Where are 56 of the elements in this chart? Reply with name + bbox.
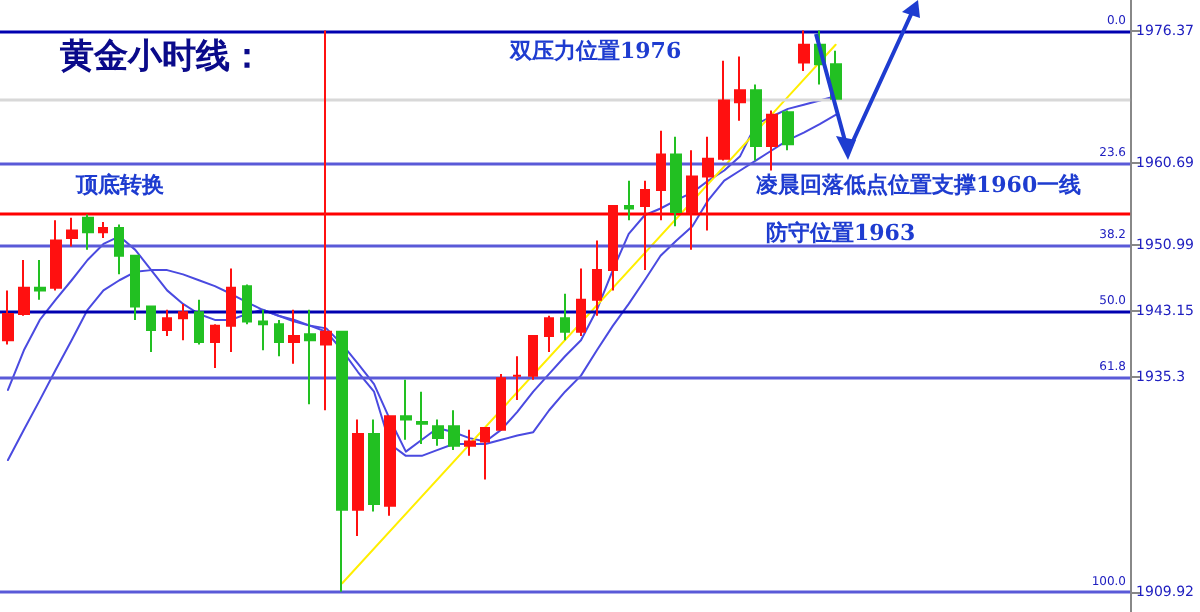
candlestick [18,258,30,317]
candlestick [114,223,124,276]
candlestick [274,318,284,358]
candlestick [718,59,730,162]
candlestick [258,308,268,352]
candlestick [400,378,412,441]
candlestick [288,308,300,365]
candlestick [416,390,428,446]
candlestick [448,409,460,451]
candlestick [592,239,602,317]
candlestick [670,135,682,228]
candlestick [656,129,666,222]
annotation: 防守位置1963 [766,220,916,246]
candlestick [384,415,396,517]
candlestick [66,216,78,248]
candlestick [210,323,220,370]
candlestick [608,204,618,292]
candlestick [82,213,94,251]
candlestick [432,418,444,447]
candlestick [34,258,46,301]
candlestick [304,308,316,406]
candlestick [528,334,538,381]
candlestick [194,298,204,346]
candlestick [178,302,188,342]
candlestick [336,330,348,593]
candlestick [320,29,332,412]
text: 黄金小时线： [58,37,264,77]
candlestick [750,83,762,162]
candlestick [146,305,156,354]
candlestick [766,109,778,172]
candlestick [512,355,522,402]
candlestick [98,221,108,240]
candlestick [226,267,236,354]
candlestick [464,428,476,457]
candlestick [576,267,586,337]
candlestick [130,254,140,321]
candlestick [782,109,794,152]
candlestick [368,418,380,513]
candlestick [798,29,810,72]
candlestick [640,179,650,272]
candlestick [50,219,62,292]
candlestick [702,135,714,232]
annotation: 凌晨回落低点位置支撑1960一线 [756,172,1082,198]
candlestick [544,314,554,354]
candlestick [242,283,252,326]
candlestick [2,289,14,346]
candlestick [496,372,506,431]
candlestick [624,179,634,222]
candlestick [686,149,698,251]
candlestick [480,426,490,481]
candlestick [560,292,570,342]
candlestick [734,55,746,122]
annotation: 双压力位置1976 [508,38,682,64]
candlestick [162,308,172,337]
annotation: 顶底转换 [74,172,164,198]
candlestick [352,418,364,538]
